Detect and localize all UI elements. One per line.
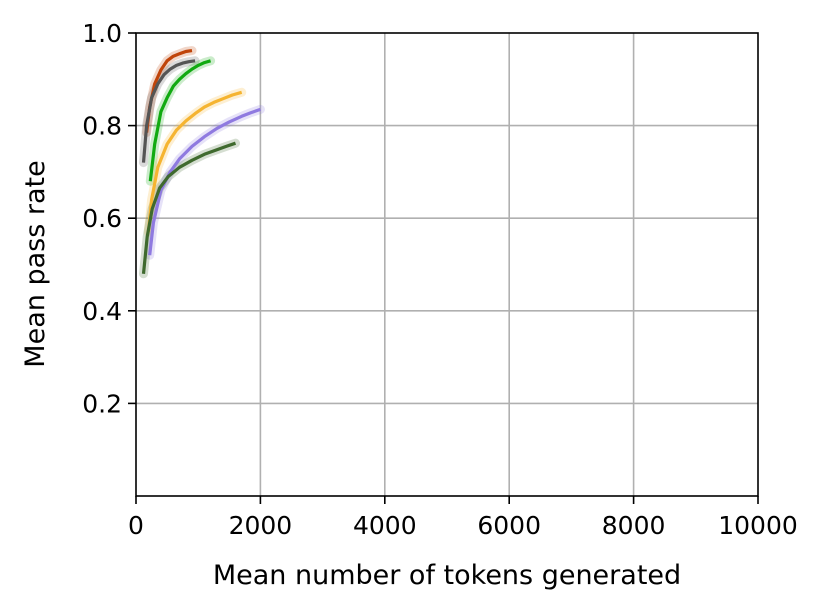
y-tick-label: 0.6 [82, 204, 122, 233]
series-line [146, 90, 243, 233]
y-tick-label: 0.8 [82, 112, 122, 141]
x-tick-label: 8000 [602, 511, 666, 540]
grid-lines [136, 33, 758, 496]
y-axis-ticks: 0.2 0.4 0.6 0.8 1.0 [82, 19, 136, 418]
series-lines [141, 49, 261, 274]
y-tick-label: 0.2 [82, 389, 122, 418]
x-axis-title: Mean number of tokens generated [213, 560, 681, 591]
y-tick-label: 0.4 [82, 297, 122, 326]
y-axis-title: Mean pass rate [20, 160, 51, 367]
x-tick-label: 4000 [353, 511, 417, 540]
series-line [141, 141, 237, 274]
x-tick-label: 2000 [229, 511, 293, 540]
series-line [148, 59, 212, 182]
series-line [148, 107, 261, 256]
x-tick-label: 10000 [718, 511, 798, 540]
y-tick-label: 1.0 [82, 19, 122, 48]
x-tick-label: 0 [128, 511, 144, 540]
series-line [141, 59, 196, 163]
x-tick-label: 6000 [477, 511, 541, 540]
plot-area-frame [135, 32, 759, 497]
x-axis-ticks: 0 2000 4000 6000 8000 10000 [128, 496, 798, 540]
